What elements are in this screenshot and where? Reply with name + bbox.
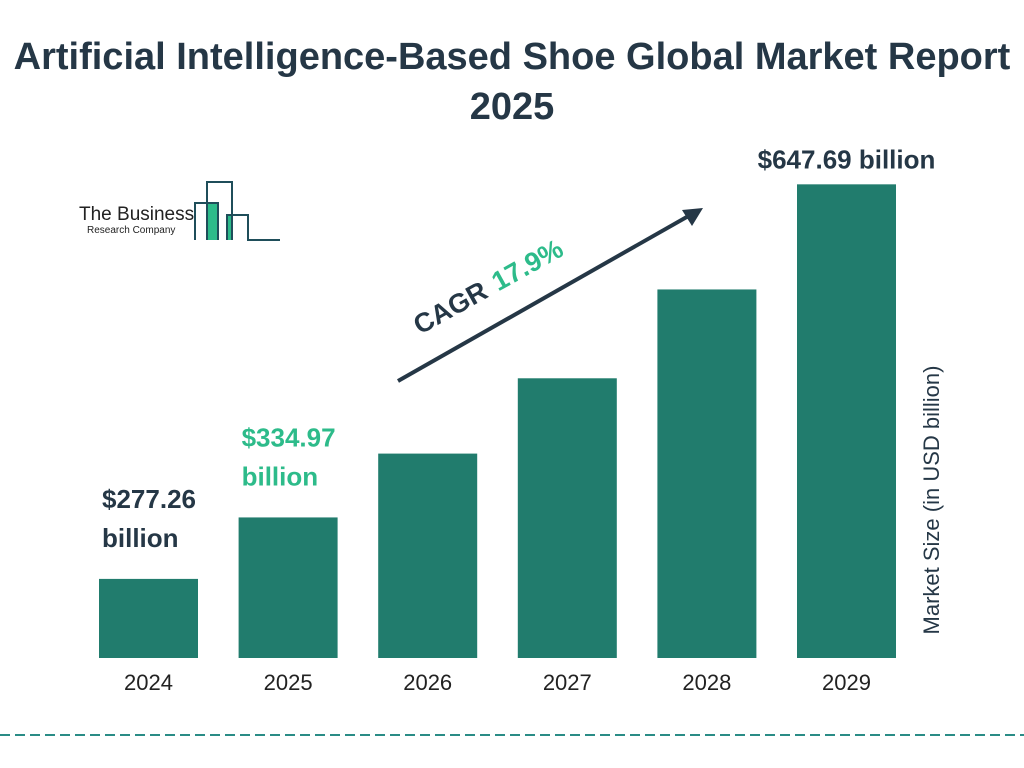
logo-text-line1: The Business bbox=[79, 204, 195, 225]
data-label: $647.69 billion bbox=[758, 144, 936, 174]
bar-2026 bbox=[378, 453, 478, 658]
x-tick-label: 2027 bbox=[543, 670, 592, 695]
bar-2025 bbox=[238, 517, 338, 658]
cagr-arrow bbox=[397, 208, 703, 383]
x-tick-label: 2026 bbox=[403, 670, 452, 695]
data-label: $334.97 billion bbox=[242, 422, 336, 491]
logo bbox=[194, 181, 280, 241]
x-tick-label: 2025 bbox=[264, 670, 313, 695]
bar-2027 bbox=[517, 378, 617, 658]
bar-2024 bbox=[99, 578, 198, 658]
bar-2028 bbox=[657, 289, 757, 658]
logo-text-line2: Research Company bbox=[87, 225, 176, 236]
cagr-text: CAGR bbox=[408, 275, 492, 340]
cagr-label: CAGR17.9% bbox=[408, 234, 568, 341]
y-axis-label: Market Size (in USD billion) bbox=[919, 365, 944, 635]
cagr-value: 17.9% bbox=[487, 234, 569, 297]
chart-title: Artificial Intelligence-Based Shoe Globa… bbox=[13, 36, 1011, 128]
x-tick-label: 2029 bbox=[822, 670, 871, 695]
data-label: $277.26 billion bbox=[102, 484, 196, 553]
bar-2029 bbox=[797, 184, 896, 658]
x-tick-label: 2024 bbox=[124, 670, 173, 695]
x-tick-label: 2028 bbox=[682, 670, 731, 695]
